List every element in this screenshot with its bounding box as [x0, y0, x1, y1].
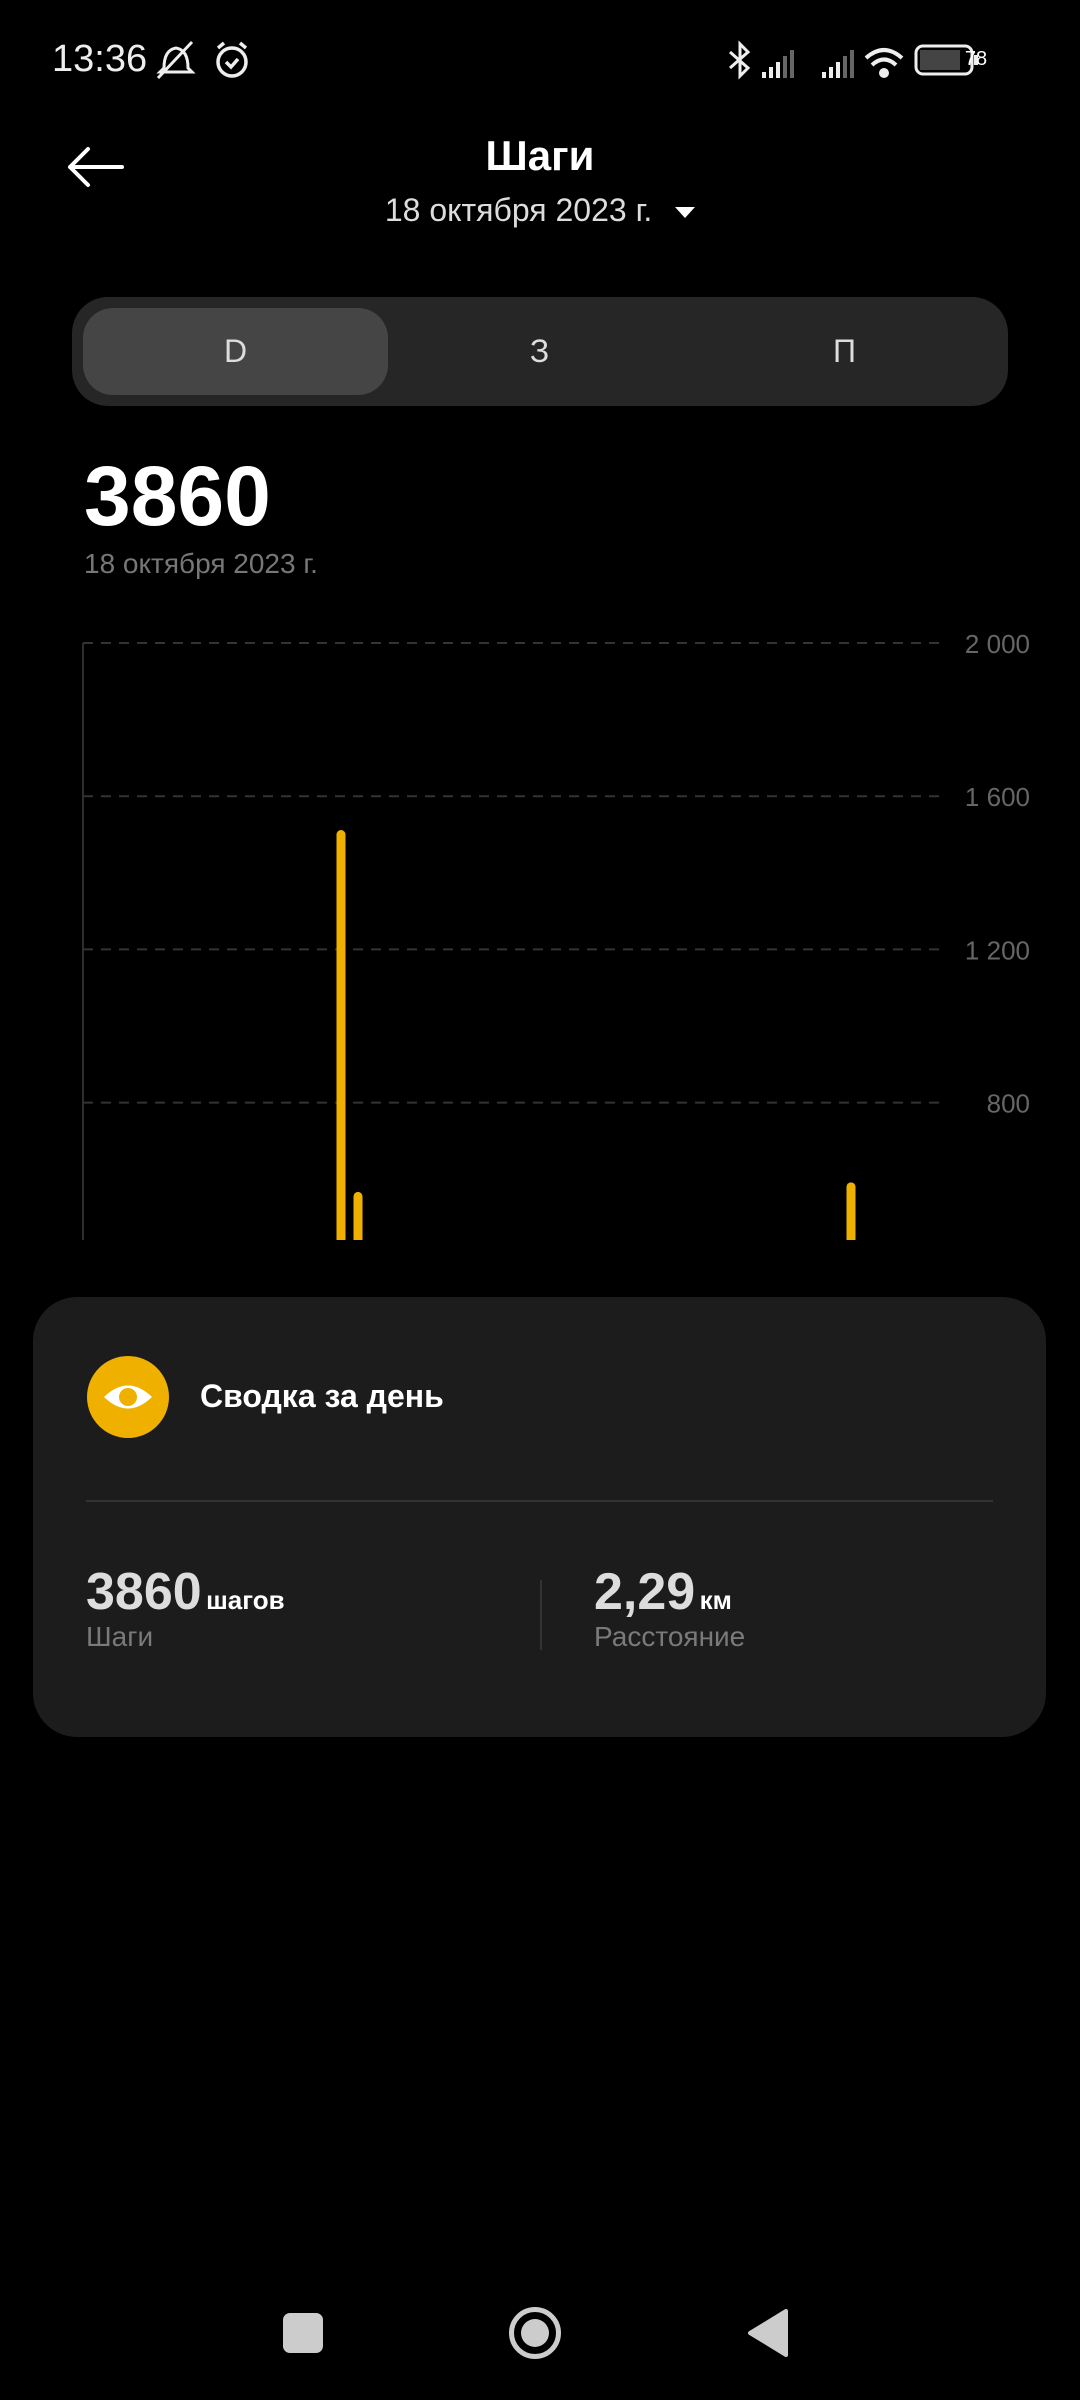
steps-stat: 3860 шагов	[86, 1562, 285, 1622]
steps-value: 3860	[86, 1563, 202, 1621]
signal-icon	[762, 50, 794, 78]
distance-stat: 2,29 км	[594, 1562, 732, 1622]
divider	[86, 1500, 993, 1502]
recents-button[interactable]	[283, 2313, 323, 2353]
tab-day[interactable]: D	[83, 308, 388, 395]
battery-icon	[914, 44, 978, 76]
dropdown-arrow-icon	[675, 207, 696, 219]
y-tick-label: 1 600	[965, 782, 1030, 812]
home-dot-icon	[521, 2319, 549, 2347]
day-summary-card[interactable]: Сводка за день 3860 шагов Шаги 2,29 км Р…	[33, 1297, 1046, 1737]
date-label: 18 октября 2023 г.	[384, 192, 653, 228]
card-title: Сводка за день	[200, 1378, 444, 1414]
distance-value: 2,29	[594, 1563, 696, 1621]
wifi-icon	[864, 48, 904, 78]
back-arrow-icon[interactable]	[64, 145, 128, 189]
distance-label: Расстояние	[594, 1621, 746, 1652]
page-title: Шаги	[485, 132, 595, 179]
home-button[interactable]	[509, 2307, 561, 2359]
tab-week[interactable]: З	[529, 333, 550, 369]
total-steps: 3860	[84, 449, 271, 543]
y-tick-label: 2 000	[965, 629, 1030, 659]
tab-month[interactable]: П	[833, 333, 856, 369]
bluetooth-icon	[729, 40, 751, 80]
summary-date: 18 октября 2023 г.	[84, 548, 318, 579]
steps-label: Шаги	[86, 1621, 154, 1652]
back-button[interactable]	[746, 2309, 792, 2357]
eye-icon	[87, 1356, 169, 1438]
status-time: 13:36	[52, 38, 148, 80]
y-tick-label: 800	[987, 1089, 1030, 1119]
distance-unit: км	[699, 1585, 732, 1615]
alarm-icon	[216, 41, 248, 78]
steps-unit: шагов	[206, 1585, 285, 1615]
signal-icon	[822, 50, 854, 78]
y-tick-label: 1 200	[965, 935, 1030, 965]
date-picker[interactable]: 18 октября 2023 г.	[0, 192, 1080, 229]
battery-level: 78	[964, 48, 988, 70]
vertical-divider	[540, 1580, 542, 1650]
period-tabs: D З П	[72, 297, 1008, 406]
status-icons-right	[729, 40, 978, 80]
mute-vibrate-icon	[156, 40, 196, 80]
status-icons-left	[156, 40, 248, 80]
